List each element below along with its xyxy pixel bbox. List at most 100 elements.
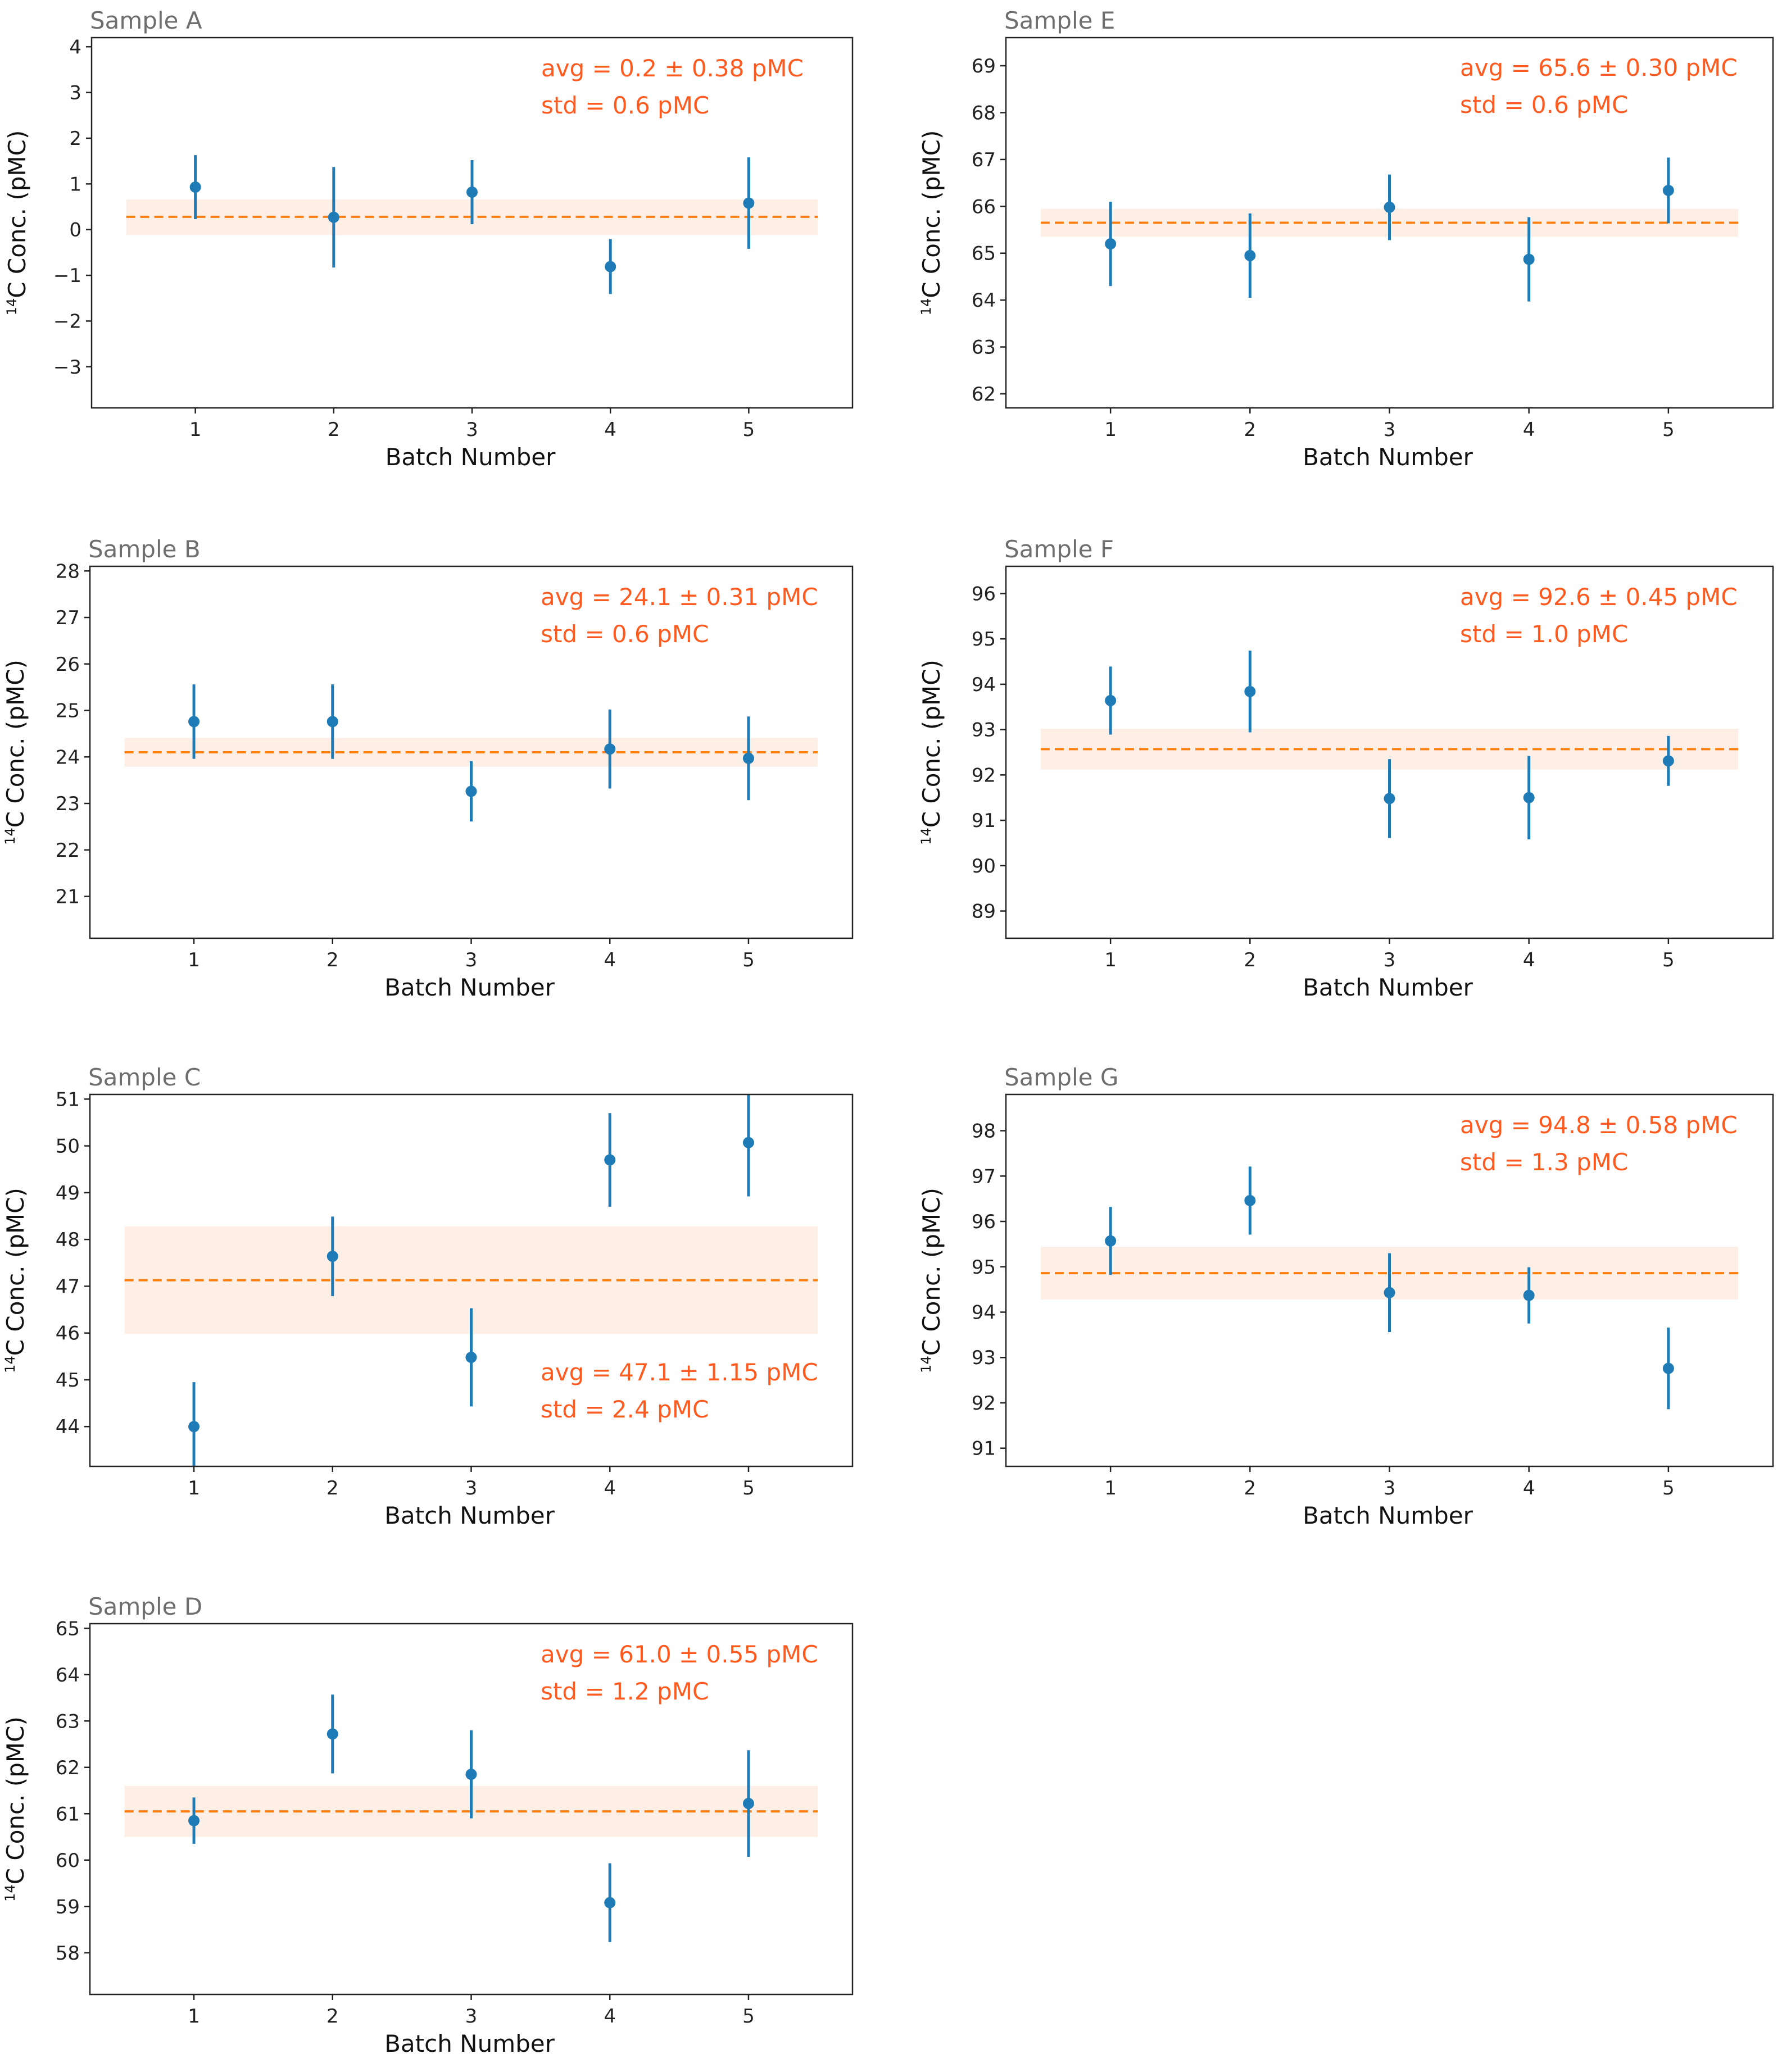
y-tick-label: −3	[53, 356, 81, 379]
x-tick-label: 1	[1104, 1477, 1117, 1500]
y-tick-label: −1	[53, 265, 81, 287]
x-tick-label: 1	[1104, 419, 1117, 441]
y-tick-label: 65	[972, 243, 996, 265]
x-tick-label: 4	[1523, 1477, 1535, 1500]
y-tick-label: 97	[972, 1165, 996, 1188]
y-axis-label-text: C Conc. (pMC)	[2, 660, 29, 828]
annotation-avg: avg = 24.1 ± 0.31 pMC	[541, 583, 818, 611]
x-axis-label: Batch Number	[384, 974, 555, 1001]
x-tick-label: 5	[742, 2005, 755, 2028]
y-axis-label-text: C Conc. (pMC)	[2, 1716, 29, 1884]
data-point	[1384, 201, 1395, 213]
y-tick-label: 44	[56, 1416, 80, 1438]
x-tick-label: 2	[1244, 949, 1256, 971]
y-tick-label: 51	[56, 1088, 80, 1111]
y-tick-label: 23	[56, 793, 80, 815]
x-tick-label: 2	[327, 949, 339, 971]
y-tick-label: 48	[56, 1229, 80, 1251]
y-tick-label: 66	[972, 196, 996, 218]
y-axis-label: 14C Conc. (pMC)	[918, 660, 945, 845]
data-point	[327, 1728, 338, 1740]
panel-sample-a: −3 −2 −1 0 1 2 3 4 1 2 3 4 5 Batch Number 14C Conc. (p…	[3, 7, 854, 471]
data-point	[1105, 694, 1117, 706]
data-point	[188, 1421, 200, 1433]
data-point	[188, 716, 200, 728]
data-point	[742, 1798, 754, 1810]
y-tick-label: 95	[972, 1256, 996, 1279]
data-point	[742, 752, 754, 764]
y-tick-label: 96	[972, 1211, 996, 1233]
y-axis-label: 14C Conc. (pMC)	[2, 660, 29, 845]
annotation-std: std = 0.6 pMC	[1460, 91, 1628, 119]
annotation-std: std = 0.6 pMC	[541, 92, 709, 119]
data-point	[1662, 755, 1674, 767]
x-tick-label: 2	[327, 2005, 339, 2028]
data-point	[1244, 685, 1256, 697]
data-point	[604, 743, 616, 755]
x-axis-label: Batch Number	[384, 2030, 555, 2057]
x-tick-label: 3	[1384, 949, 1396, 971]
annotation-std: std = 1.3 pMC	[1460, 1148, 1628, 1176]
data-point	[1523, 792, 1535, 803]
panel-sample-e: 62 63 64 65 66 67 68 69 1 2 3 4 5 Batch Number 14C Con…	[918, 7, 1774, 471]
x-axis-label: Batch Number	[1303, 443, 1473, 471]
y-tick-label: 91	[972, 1438, 996, 1460]
data-point	[1244, 1194, 1256, 1206]
y-tick-label: 4	[69, 36, 81, 58]
y-tick-label: 28	[56, 560, 80, 583]
y-axis-label-superscript: 14	[2, 828, 18, 845]
y-tick-label: 47	[56, 1275, 80, 1298]
data-point	[743, 197, 755, 209]
y-tick-label: 62	[972, 383, 996, 406]
y-axis-label: 14C Conc. (pMC)	[3, 130, 31, 316]
annotation-avg: avg = 94.8 ± 0.58 pMC	[1460, 1111, 1738, 1139]
annotation-avg: avg = 92.6 ± 0.45 pMC	[1460, 583, 1738, 611]
x-tick-label: 5	[742, 1477, 755, 1500]
data-point	[1105, 1235, 1117, 1247]
data-point	[465, 1351, 477, 1363]
y-tick-label: 26	[56, 653, 80, 676]
data-point	[327, 716, 338, 728]
y-axis-label-text: C Conc. (pMC)	[918, 1188, 945, 1356]
x-tick-label: 5	[1662, 419, 1675, 441]
x-tick-label: 5	[1662, 949, 1675, 971]
panel-title: Sample B	[88, 535, 201, 563]
y-tick-label: 58	[56, 1942, 80, 1965]
y-tick-label: 92	[972, 1392, 996, 1415]
y-tick-label: 22	[56, 839, 80, 862]
data-point	[466, 186, 478, 198]
x-tick-label: 3	[465, 2005, 478, 2028]
y-tick-label: 24	[56, 746, 80, 769]
y-tick-label: 92	[972, 764, 996, 787]
x-tick-label: 4	[604, 2005, 616, 2028]
y-tick-label: 89	[972, 901, 996, 923]
x-tick-label: 3	[466, 419, 478, 441]
y-tick-label: 64	[972, 289, 996, 312]
annotation-avg: avg = 47.1 ± 1.15 pMC	[541, 1358, 818, 1386]
y-tick-label: 63	[56, 1710, 80, 1733]
y-tick-label: −2	[53, 310, 81, 333]
x-tick-label: 4	[1523, 949, 1535, 971]
data-point	[328, 211, 339, 223]
y-tick-label: 21	[56, 886, 80, 908]
y-axis-label-superscript: 14	[2, 1884, 18, 1902]
y-axis-label-superscript: 14	[918, 1356, 934, 1373]
x-axis-label: Batch Number	[1303, 974, 1473, 1001]
data-point	[465, 1769, 477, 1780]
y-tick-label: 61	[56, 1803, 80, 1825]
y-axis-label-superscript: 14	[918, 298, 934, 316]
panel-title: Sample A	[90, 7, 202, 34]
panel-title: Sample C	[88, 1064, 201, 1091]
x-axis-label: Batch Number	[1303, 1502, 1473, 1529]
y-axis-label-text: C Conc. (pMC)	[918, 130, 945, 298]
y-tick-label: 90	[972, 855, 996, 878]
y-tick-label: 60	[56, 1850, 80, 1872]
y-tick-label: 63	[972, 337, 996, 359]
x-tick-label: 2	[1244, 419, 1256, 441]
x-tick-label: 5	[742, 949, 755, 971]
data-point	[189, 181, 201, 193]
panel-title: Sample G	[1004, 1064, 1118, 1091]
annotation-avg: avg = 65.6 ± 0.30 pMC	[1460, 54, 1738, 81]
